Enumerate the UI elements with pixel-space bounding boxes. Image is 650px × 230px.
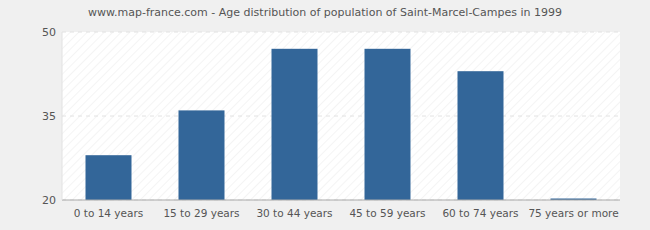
bar xyxy=(86,155,132,200)
x-tick-label: 30 to 44 years xyxy=(256,207,332,219)
plot-area xyxy=(62,32,620,200)
bar xyxy=(458,71,504,200)
y-axis xyxy=(62,32,63,200)
bars xyxy=(86,49,597,200)
x-axis xyxy=(62,200,620,201)
bar xyxy=(179,110,225,200)
x-tick-label: 60 to 74 years xyxy=(442,207,518,219)
bar xyxy=(365,49,411,200)
grid-line xyxy=(62,32,620,33)
bar xyxy=(272,49,318,200)
y-tick-label: 20 xyxy=(42,194,56,207)
y-tick-label: 50 xyxy=(42,26,56,39)
grid-line xyxy=(62,116,620,117)
title: www.map-france.com - Age distribution of… xyxy=(88,6,562,19)
background xyxy=(0,0,650,230)
chart: www.map-france.com - Age distribution of… xyxy=(0,0,650,230)
y-tick-label: 35 xyxy=(42,110,56,123)
x-tick-label: 45 to 59 years xyxy=(349,207,425,219)
x-tick-label: 75 years or more xyxy=(528,207,618,219)
x-tick-label: 0 to 14 years xyxy=(74,207,144,219)
grid-line xyxy=(62,200,620,201)
x-tick-label: 15 to 29 years xyxy=(163,207,239,219)
